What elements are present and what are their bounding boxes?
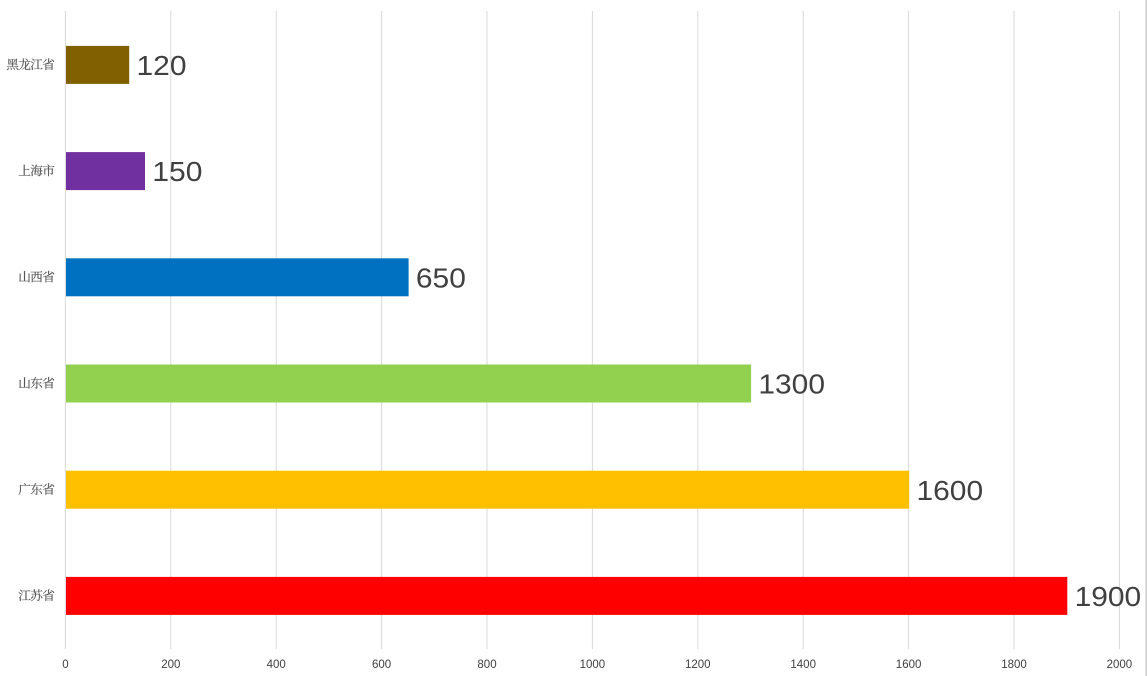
svg-text:800: 800 (477, 659, 496, 671)
svg-text:1900: 1900 (1075, 581, 1142, 612)
svg-text:400: 400 (267, 659, 286, 671)
svg-text:120: 120 (137, 50, 187, 81)
svg-text:600: 600 (372, 659, 391, 671)
svg-text:1600: 1600 (896, 659, 922, 671)
svg-text:150: 150 (152, 156, 202, 187)
svg-text:1400: 1400 (790, 659, 816, 671)
svg-text:650: 650 (416, 262, 466, 293)
svg-text:1300: 1300 (758, 369, 825, 400)
svg-text:200: 200 (161, 659, 180, 671)
svg-text:1600: 1600 (917, 475, 984, 506)
svg-text:0: 0 (62, 659, 68, 671)
svg-text:2000: 2000 (1107, 659, 1133, 671)
svg-text:1200: 1200 (685, 659, 711, 671)
svg-text:1800: 1800 (1001, 659, 1027, 671)
svg-text:1000: 1000 (580, 659, 606, 671)
